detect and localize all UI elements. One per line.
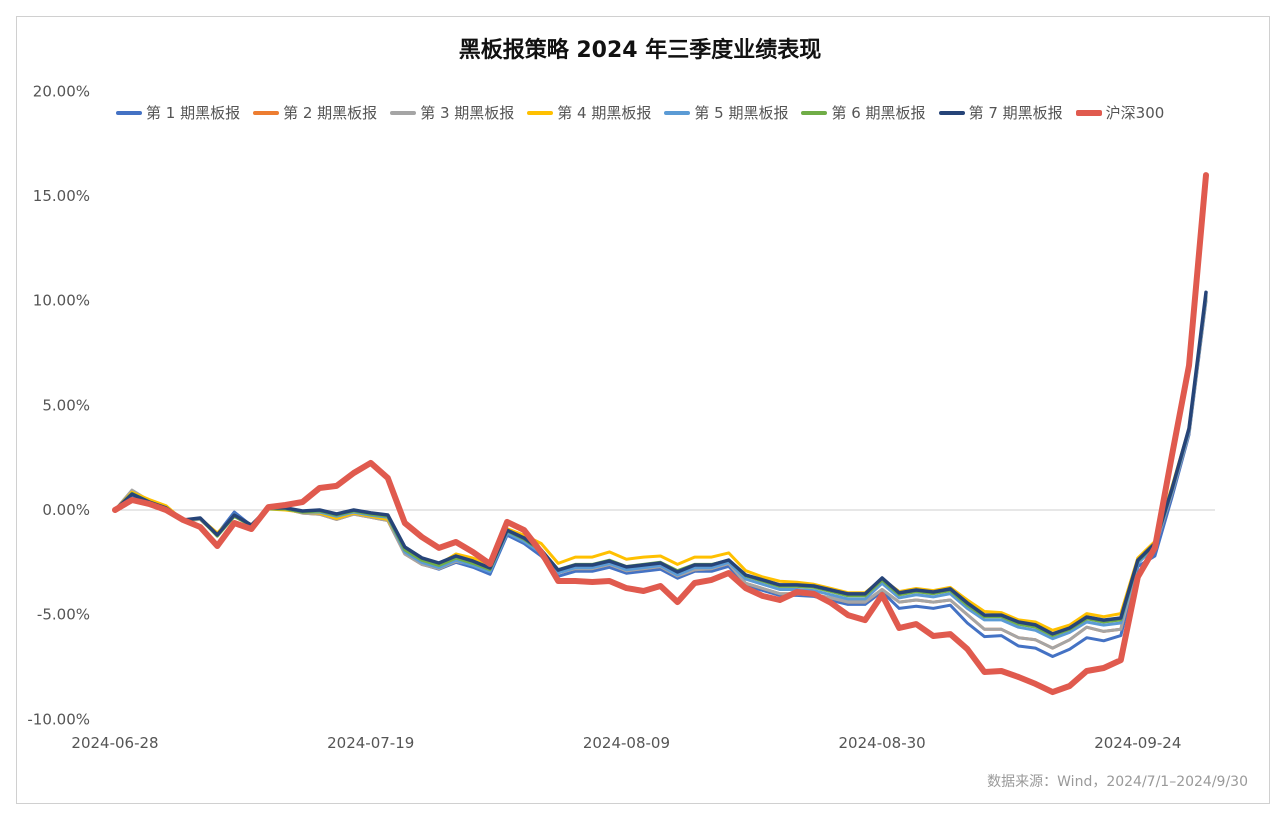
legend-item: 第 4 期黑板报 — [527, 102, 651, 123]
y-tick-label: 10.00% — [33, 292, 90, 310]
legend-label: 第 2 期黑板报 — [283, 104, 378, 122]
legend-item: 沪深300 — [1075, 102, 1165, 123]
legend-label: 第 6 期黑板报 — [831, 104, 926, 122]
legend-swatch — [390, 110, 417, 115]
legend-item: 第 2 期黑板报 — [253, 102, 377, 123]
x-tick-label: 2024-07-19 — [327, 734, 414, 752]
legend-swatch — [801, 110, 828, 115]
legend-swatch — [938, 110, 965, 115]
legend-swatch — [527, 110, 554, 115]
legend-label: 第 5 期黑板报 — [694, 104, 789, 122]
y-tick-label: 5.00% — [42, 396, 90, 414]
series-line-4 — [113, 292, 1208, 632]
legend-label: 沪深300 — [1105, 104, 1165, 122]
y-tick-label: 20.00% — [33, 82, 90, 100]
series-line-3 — [113, 297, 1208, 650]
y-tick-label: 15.00% — [33, 187, 90, 205]
x-tick-label: 2024-09-24 — [1094, 734, 1181, 752]
legend-label: 第 1 期黑板报 — [146, 104, 241, 122]
series-line-2 — [113, 297, 1208, 650]
legend-swatch — [1075, 109, 1102, 116]
series-line-7 — [113, 290, 1208, 636]
x-tick-label: 2024-08-30 — [839, 734, 926, 752]
chart-title: 黑板报策略 2024 年三季度业绩表现 — [458, 38, 822, 63]
legend-swatch — [253, 110, 280, 115]
x-tick-label: 2024-06-28 — [71, 734, 158, 752]
legend-label: 第 4 期黑板报 — [557, 104, 652, 122]
source-note: 数据来源：Wind，2024/7/1–2024/9/30 — [987, 774, 1248, 790]
legend-swatch — [116, 110, 142, 115]
legend-item: 第 6 期黑板报 — [801, 102, 926, 123]
y-tick-label: -10.00% — [27, 710, 90, 728]
y-tick-label: -5.00% — [37, 606, 90, 624]
legend-item: 第 7 期黑板报 — [938, 102, 1063, 123]
legend: 第 1 期黑板报 第 2 期黑板报 第 3 期黑板报 第 4 期黑板报 第 5 期黑板报… — [116, 102, 1177, 123]
legend-item: 第 3 期黑板报 — [390, 102, 514, 123]
legend-label: 第 7 期黑板报 — [968, 104, 1063, 122]
legend-swatch — [664, 110, 691, 115]
series-line-1 — [113, 299, 1208, 658]
legend-label: 第 3 期黑板报 — [420, 104, 515, 122]
y-tick-label: 0.00% — [42, 501, 90, 519]
chart-frame — [16, 16, 1270, 804]
x-tick-label: 2024-08-09 — [583, 734, 670, 752]
series-line-8 — [112, 172, 1209, 696]
legend-item: 第 1 期黑板报 — [116, 102, 240, 123]
legend-item: 第 5 期黑板报 — [664, 102, 788, 123]
